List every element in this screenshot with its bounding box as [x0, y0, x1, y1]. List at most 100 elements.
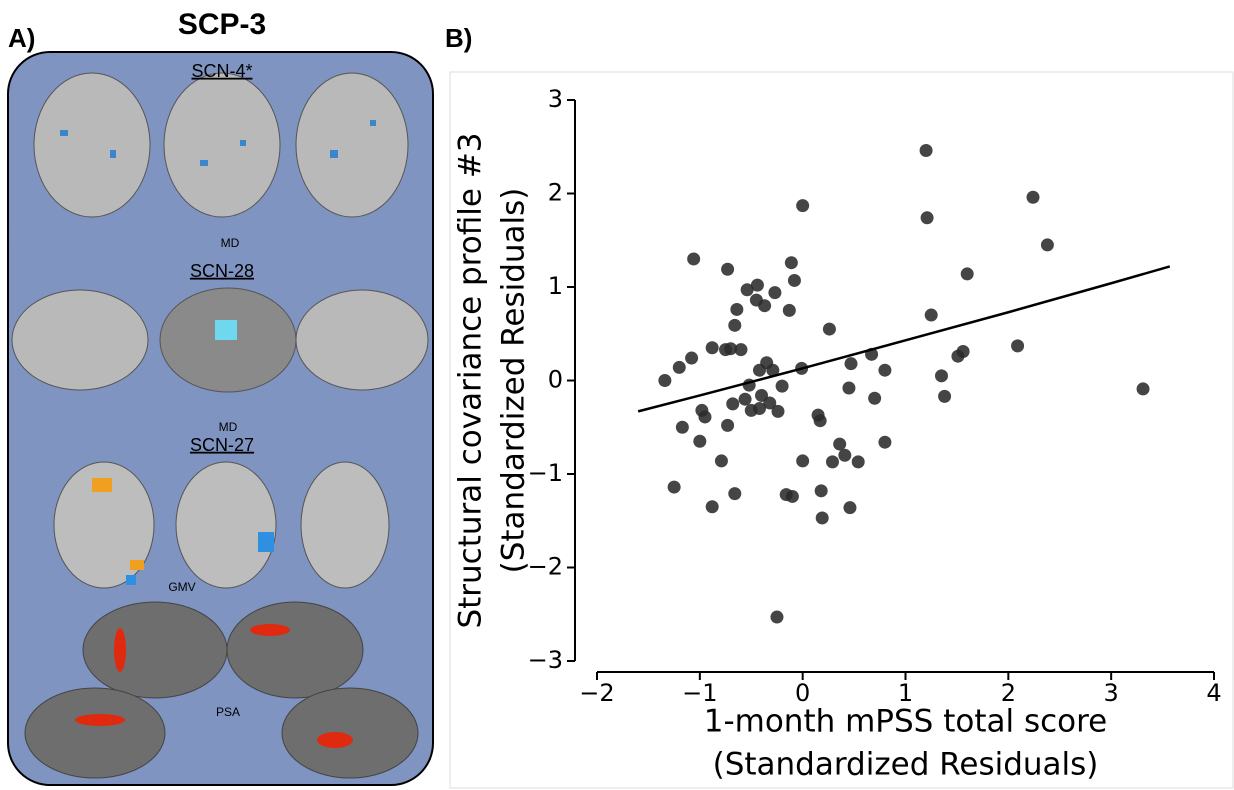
y-tick-label: 1	[548, 272, 563, 300]
x-tick-label: 3	[1104, 679, 1119, 707]
point	[938, 389, 952, 403]
y-tick-label: 3	[548, 85, 563, 113]
point	[878, 435, 892, 449]
panel-box	[7, 51, 434, 786]
point	[1011, 339, 1025, 353]
point	[714, 454, 728, 468]
point	[721, 262, 735, 276]
modality-label: MD	[219, 420, 238, 434]
point	[672, 360, 686, 374]
point	[784, 256, 798, 270]
point	[814, 484, 828, 498]
modality-label: GMV	[168, 580, 195, 594]
point	[752, 402, 766, 416]
point	[825, 455, 839, 469]
panel-label: A)	[8, 23, 35, 53]
plot-frame	[449, 71, 1234, 789]
point	[1026, 190, 1040, 204]
point	[833, 437, 847, 451]
plot: −3 −2 −1 0 1 2 3 −2 −1 0 1 2 3 4 1-month mPSS total sc…	[453, 85, 1222, 783]
x-axis-label: (Standardized Residuals)	[713, 747, 1099, 783]
point	[838, 448, 852, 462]
point	[815, 511, 829, 525]
point	[782, 303, 796, 317]
point	[685, 351, 699, 365]
point	[658, 374, 672, 387]
x-tick-label: 2	[1001, 679, 1016, 707]
point	[1040, 238, 1054, 252]
point	[675, 420, 689, 434]
x-tick-label: 4	[1206, 679, 1221, 707]
point	[842, 381, 856, 395]
point	[750, 278, 764, 292]
point	[763, 396, 777, 410]
point	[738, 392, 752, 406]
point	[770, 610, 784, 624]
x-tick-label: 0	[795, 679, 810, 707]
brain-images-row1	[33, 72, 409, 218]
point	[956, 345, 970, 359]
point	[705, 341, 719, 355]
point	[730, 302, 744, 316]
point	[758, 299, 772, 313]
y-tick-label: 0	[548, 366, 563, 394]
point	[728, 487, 742, 501]
modality-label: MD	[221, 236, 240, 250]
panel-a: A) SCP-3 SCN-4* MD SCN-28 MD SCN-27 GMV	[7, 8, 434, 786]
point	[728, 318, 742, 332]
point	[960, 267, 974, 281]
brain-blobs	[60, 120, 376, 166]
point	[768, 286, 782, 300]
point	[771, 404, 785, 418]
x-tick-label: −2	[579, 679, 614, 707]
point	[687, 252, 701, 266]
activation-blobs	[75, 624, 353, 748]
point	[785, 489, 799, 503]
y-axis-label: (Standardized Residuals)	[496, 188, 532, 574]
panel-label: B)	[445, 23, 472, 53]
point	[920, 211, 934, 225]
point	[766, 363, 780, 377]
panel-title: SCP-3	[178, 8, 266, 41]
point	[705, 500, 719, 514]
point	[813, 414, 827, 428]
point	[822, 322, 836, 336]
y-tick-label: −1	[528, 459, 563, 487]
point	[724, 342, 738, 356]
modality-label: PSA	[216, 705, 240, 719]
y-tick-label: −3	[528, 646, 563, 674]
point	[693, 434, 707, 448]
point	[740, 283, 754, 297]
point	[1136, 382, 1150, 396]
brain-blob	[215, 320, 237, 340]
brain-blobs	[92, 478, 274, 585]
x-axis-label: 1-month mPSS total score	[704, 704, 1108, 740]
point	[796, 199, 810, 213]
brain-images-row3	[53, 461, 390, 589]
point	[868, 391, 882, 405]
fit-line	[637, 265, 1171, 413]
y-tick-label: 2	[548, 179, 563, 207]
brain-images-row2	[11, 287, 429, 393]
point	[843, 501, 857, 515]
point	[721, 418, 735, 432]
point	[734, 343, 748, 357]
point	[787, 273, 801, 287]
point	[667, 480, 681, 494]
section-title: SCN-27	[190, 435, 254, 455]
y-tick-label: −2	[528, 553, 563, 581]
section-title: SCN-4*	[191, 61, 252, 81]
x-tick-label: 1	[898, 679, 913, 707]
y-axis-label: Structural covariance profile #3	[453, 132, 489, 628]
point	[851, 455, 865, 469]
point	[796, 454, 810, 468]
point	[698, 410, 712, 424]
point	[919, 143, 933, 157]
section-title: SCN-28	[190, 261, 254, 281]
x-tick-label: −1	[682, 679, 717, 707]
point	[934, 369, 948, 383]
point	[844, 357, 858, 371]
point	[924, 308, 938, 322]
